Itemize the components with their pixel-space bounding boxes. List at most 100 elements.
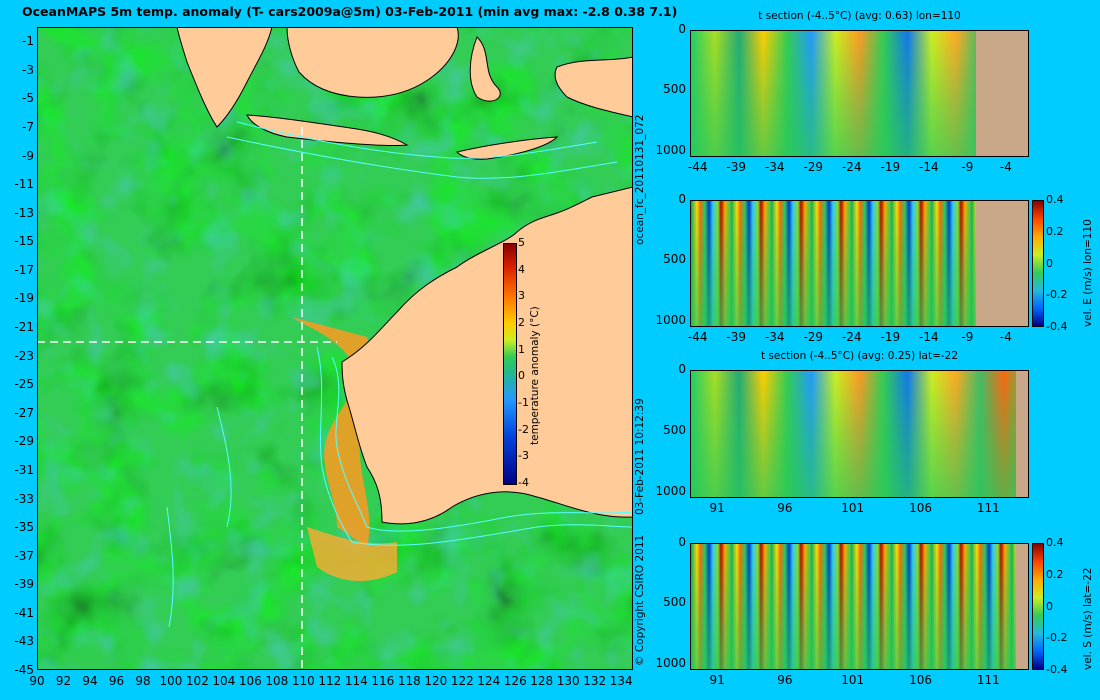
panel-x-tick-label: 101 (841, 501, 865, 515)
velocity-colorbar-tick: 0.4 (1046, 193, 1064, 206)
map-x-tick-label: 128 (530, 674, 554, 688)
java-land (246, 114, 409, 147)
map-y-tick-label: -27 (14, 405, 34, 420)
panel-x-tick-label: -19 (880, 160, 901, 174)
map-x-tick-label: 134 (609, 674, 633, 688)
map-y-tick-label: -13 (14, 205, 34, 220)
borneo-land (286, 27, 459, 98)
section-depth-shading (691, 201, 1028, 326)
sulawesi-land (469, 36, 501, 102)
panel-x-tick-label: 106 (909, 673, 932, 687)
panel-y-tick-label: 0 (678, 192, 686, 206)
map-y-tick-label: -31 (14, 462, 34, 477)
temp-colorbar-tick: -4 (518, 476, 529, 489)
panel-x-tick-label: 96 (777, 501, 793, 515)
map-y-tick-label: -23 (14, 348, 34, 363)
temp-colorbar-tick: 0 (518, 369, 525, 383)
panel-x-tick-label: -9 (961, 330, 974, 344)
velocity-colorbar-tick: 0.2 (1046, 224, 1064, 238)
panel-x-tick-label: -34 (764, 160, 785, 174)
map-frame (37, 27, 633, 670)
map-y-tick-label: -11 (14, 177, 34, 192)
velocity-colorbar (1032, 200, 1044, 327)
copyright-label: © Copyright CSIRO 2011 (634, 534, 646, 666)
panel-x-tick-label: -39 (726, 160, 747, 174)
model-run-label: ocean_fc_20110131_072 (634, 114, 646, 245)
timestamp-label: 03-Feb-2011 10:12:39 (634, 398, 646, 515)
sumatra-land (176, 27, 273, 128)
map-x-tick-label: 108 (265, 674, 289, 688)
section-plot (690, 370, 1029, 498)
panel-x-tick-label: -14 (919, 160, 939, 174)
section-land (976, 201, 1028, 326)
panel-y-tick-label: 500 (663, 595, 686, 610)
map-y-tick-label: -17 (14, 262, 34, 277)
map-y-ticks: -1 -3 -5 -7 -9 -11 -13 -15 -17 -19 -21 -23 -25 -27 -29… (0, 0, 36, 700)
map-y-tick-label: -39 (14, 577, 34, 592)
section-depth-shading (691, 544, 1028, 669)
temp-colorbar-label: temperature anomaly (°C) (529, 306, 541, 445)
section-plot (690, 30, 1029, 157)
velocity-colorbar-tick: -0.4 (1046, 663, 1068, 676)
panel-x-tick-label: -29 (803, 160, 824, 174)
velocity-colorbar-tick: 0 (1046, 256, 1053, 270)
map-x-tick-label: 92 (55, 674, 72, 688)
map-y-tick-label: -41 (14, 605, 34, 620)
map-x-tick-label: 124 (477, 674, 501, 688)
map-y-tick-label: -43 (14, 634, 34, 649)
new-guinea-land (554, 56, 633, 118)
map-y-tick-label: -19 (14, 291, 34, 306)
section-depth-shading (691, 371, 1028, 497)
map-x-tick-label: 112 (318, 674, 342, 688)
bathymetry-contour (226, 136, 618, 179)
leeuwin-current-warm (292, 317, 373, 547)
panel-x-tick-label: 106 (909, 501, 932, 515)
velocity-colorbar-tick: 0.2 (1046, 567, 1064, 581)
map-x-tick-label: 96 (108, 674, 125, 688)
panel-x-tick-label: -4 (999, 160, 1012, 174)
panel-y-tick-label: 500 (663, 422, 686, 437)
panel-y-tick-label: 1000 (655, 655, 686, 670)
temp-colorbar-tick: 3 (518, 289, 525, 303)
map-x-tick-label: 104 (212, 674, 236, 688)
panel-x-tick-label: -19 (880, 330, 901, 344)
section-plot (690, 200, 1029, 327)
map-y-tick-label: -3 (22, 62, 34, 77)
panel-title: t section (-4..5°C) (avg: 0.25) lat=-22 (760, 350, 959, 362)
panel-y-tick-label: 500 (663, 252, 686, 267)
panel-title: t section (-4..5°C) (avg: 0.63) lon=110 (758, 10, 961, 22)
map-x-tick-label: 102 (185, 674, 209, 688)
map-y-tick-label: -7 (22, 120, 34, 135)
panel-x-tick-label: -4 (999, 330, 1012, 344)
figure-title: OceanMAPS 5m temp. anomaly (T- cars2009a… (22, 4, 678, 19)
map-y-tick-label: -33 (14, 491, 34, 506)
map-y-tick-label: -25 (14, 377, 34, 392)
panel-y-tick-label: 1000 (655, 483, 686, 498)
temp-colorbar (503, 243, 517, 485)
map-x-tick-label: 110 (291, 674, 315, 688)
panel-x-tick-label: -29 (803, 330, 824, 344)
velocity-colorbar-tick: -0.4 (1046, 320, 1068, 333)
velocity-colorbar-label: vel. E (m/s) lon=110 (1082, 219, 1094, 327)
map-y-tick-label: -29 (14, 434, 34, 449)
panel-x-tick-label: 111 (976, 501, 1000, 515)
map-x-tick-label: 130 (556, 674, 580, 688)
map-x-tick-label: 100 (159, 674, 183, 688)
section-land (1016, 544, 1028, 669)
section-land (976, 31, 1028, 156)
panel-x-tick-label: 111 (976, 673, 1000, 687)
map-y-tick-label: -5 (22, 91, 34, 106)
panel-x-tick-label: 91 (709, 673, 725, 687)
map-x-tick-label: 116 (371, 674, 395, 688)
section-depth-shading (691, 31, 1028, 156)
velocity-colorbar-tick: 0 (1046, 599, 1053, 613)
panel-y-tick-label: 0 (678, 22, 686, 36)
velocity-colorbar-tick: -0.2 (1046, 631, 1068, 645)
map-x-tick-label: 94 (82, 674, 98, 688)
map-x-tick-label: 114 (344, 674, 368, 688)
temp-colorbar-tick: 1 (518, 342, 525, 356)
map-x-ticks: 90 92 94 96 98 100 102 104 106 108 110 112 114 116 118… (0, 674, 650, 694)
panel-y-tick-label: 0 (678, 535, 686, 549)
panel-x-tick-label: -24 (841, 160, 862, 174)
map-y-tick-label: -37 (14, 548, 34, 563)
